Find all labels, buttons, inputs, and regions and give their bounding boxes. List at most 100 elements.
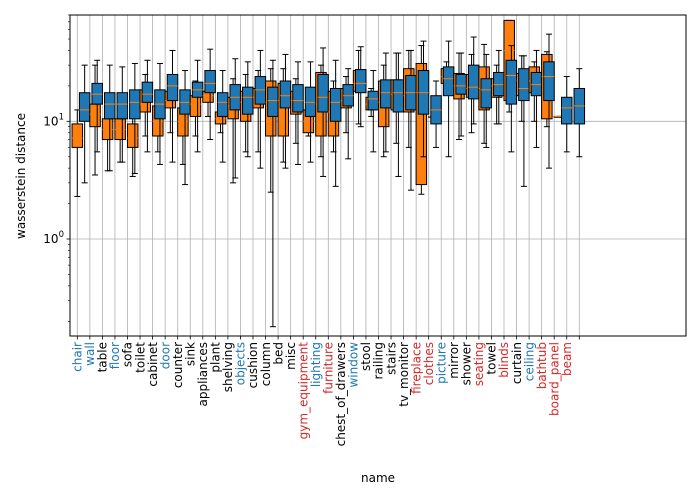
x-axis-title: name xyxy=(361,471,395,485)
iqr-box xyxy=(304,86,317,117)
x-tick-label: cabinet xyxy=(146,342,160,387)
x-tick-label: board_panel xyxy=(547,342,561,416)
iqr-box xyxy=(116,92,129,120)
x-tick-label: window xyxy=(347,342,361,388)
box-blue xyxy=(91,59,103,153)
box-blue xyxy=(417,40,430,158)
x-tick-label: sofa xyxy=(121,342,135,367)
x-tick-label: bed xyxy=(271,342,285,365)
box-blue xyxy=(561,76,573,153)
box-blue xyxy=(493,49,505,125)
box-blue xyxy=(304,61,317,163)
box-blue xyxy=(166,49,179,163)
iqr-box xyxy=(126,123,139,148)
x-tick-label: bathtub xyxy=(535,342,549,389)
x-tick-label: table xyxy=(96,342,110,372)
x-tick-label: beam xyxy=(560,342,574,376)
x-tick-label: shower xyxy=(460,342,474,385)
iqr-box xyxy=(317,73,329,113)
box-blue xyxy=(179,70,191,186)
x-tick-label: tv_monitor xyxy=(397,342,411,407)
x-tick-label: column xyxy=(259,342,273,386)
box-blue xyxy=(104,64,116,172)
iqr-box xyxy=(216,92,229,117)
iqr-box xyxy=(129,89,141,120)
x-tick-label: blinds xyxy=(497,342,511,378)
iqr-box xyxy=(89,103,101,128)
box-blue xyxy=(254,49,267,169)
box-blue xyxy=(292,61,304,165)
box-blue xyxy=(191,59,204,153)
x-tick-label: mirror xyxy=(447,342,461,379)
iqr-box xyxy=(367,90,380,111)
iqr-box xyxy=(78,92,91,122)
iqr-box xyxy=(71,123,84,148)
x-tick-label: curtain xyxy=(510,342,524,384)
iqr-box xyxy=(442,66,455,97)
box-orange xyxy=(415,45,428,195)
iqr-box xyxy=(267,86,279,117)
iqr-box xyxy=(292,84,304,113)
box-blue xyxy=(329,59,342,187)
iqr-box xyxy=(166,73,179,102)
x-tick-label: sink xyxy=(183,342,197,366)
iqr-box xyxy=(480,78,492,109)
iqr-box xyxy=(104,92,116,120)
iqr-box xyxy=(279,80,292,109)
box-group xyxy=(71,19,586,328)
box-blue xyxy=(216,70,229,163)
x-tick-label: stairs xyxy=(384,342,398,375)
x-tick-label: cushion xyxy=(246,342,260,388)
iqr-box xyxy=(493,71,505,97)
iqr-box xyxy=(518,68,530,102)
x-tick-label: lighting xyxy=(309,342,323,387)
box-blue xyxy=(267,59,279,328)
iqr-box xyxy=(543,61,555,102)
x-tick-label: furniture xyxy=(322,342,336,394)
x-tick-label: picture xyxy=(434,342,448,384)
x-tick-label: counter xyxy=(171,342,185,388)
x-axis: chairwalltablefloorsofatoiletcabinetdoor… xyxy=(71,336,580,446)
x-tick-label: objects xyxy=(234,342,248,385)
x-tick-label: stool xyxy=(359,342,373,371)
x-tick-label: ceiling xyxy=(522,342,536,381)
x-tick-label: gym_equipment xyxy=(296,342,310,440)
plot-frame xyxy=(69,14,687,337)
x-tick-label: towel xyxy=(485,342,499,375)
box-blue xyxy=(430,80,442,148)
iqr-box xyxy=(392,79,405,113)
box-blue xyxy=(129,62,141,175)
gridlines xyxy=(70,15,686,336)
x-tick-label: appliances xyxy=(196,342,210,406)
iqr-box xyxy=(329,87,342,122)
x-tick-label: seating xyxy=(472,342,486,386)
y-axis-title: wasserstein distance xyxy=(14,113,28,239)
iqr-box xyxy=(242,86,254,115)
x-tick-label: door xyxy=(158,342,172,369)
x-tick-label: shelving xyxy=(221,342,235,392)
box-blue xyxy=(204,48,216,141)
iqr-box xyxy=(467,64,480,100)
iqr-box xyxy=(380,79,392,109)
box-blue xyxy=(355,46,367,128)
x-tick-label: clothes xyxy=(422,342,436,385)
iqr-box xyxy=(141,81,154,103)
iqr-box xyxy=(530,71,543,97)
x-tick-label: wall xyxy=(83,342,97,366)
iqr-box xyxy=(561,96,573,125)
x-tick-label: toilet xyxy=(133,342,147,373)
x-tick-label: fireplace xyxy=(409,342,423,394)
iqr-box xyxy=(355,69,367,94)
box-blue xyxy=(141,59,154,153)
box-blue xyxy=(116,66,129,163)
x-tick-label: railing xyxy=(372,342,386,380)
iqr-box xyxy=(415,62,428,186)
x-tick-label: plant xyxy=(209,342,223,373)
box-blue xyxy=(573,68,586,158)
box-blue xyxy=(543,33,555,169)
box-blue xyxy=(342,68,354,160)
x-tick-label: floor xyxy=(108,342,122,369)
x-tick-label: misc xyxy=(284,342,298,370)
